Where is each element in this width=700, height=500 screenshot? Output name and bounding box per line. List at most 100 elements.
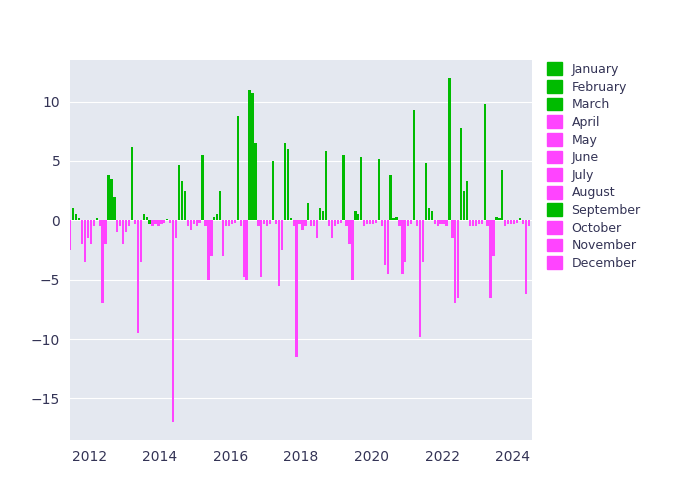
Bar bbox=[349, 220, 351, 244]
Bar bbox=[475, 220, 477, 226]
Bar bbox=[272, 161, 274, 220]
Bar bbox=[146, 217, 148, 220]
Bar bbox=[381, 220, 383, 226]
Bar bbox=[207, 220, 209, 280]
Bar bbox=[204, 220, 206, 226]
Bar bbox=[401, 220, 403, 274]
Bar bbox=[442, 220, 444, 224]
Bar bbox=[96, 218, 98, 220]
Bar bbox=[155, 220, 157, 224]
Bar bbox=[366, 220, 368, 224]
Bar bbox=[416, 220, 418, 226]
Bar bbox=[257, 220, 260, 226]
Bar bbox=[239, 220, 242, 226]
Bar bbox=[322, 211, 324, 220]
Bar bbox=[181, 181, 183, 220]
Bar bbox=[113, 196, 116, 220]
Bar bbox=[248, 90, 251, 220]
Bar bbox=[386, 220, 389, 274]
Bar bbox=[184, 190, 186, 220]
Legend: January, February, March, April, May, June, July, August, September, October, No: January, February, March, April, May, Ju… bbox=[543, 58, 645, 274]
Bar bbox=[116, 220, 118, 232]
Bar bbox=[158, 220, 160, 226]
Bar bbox=[136, 220, 139, 333]
Bar bbox=[148, 220, 150, 224]
Bar bbox=[60, 211, 62, 220]
Bar bbox=[489, 220, 491, 298]
Bar bbox=[107, 175, 110, 220]
Bar bbox=[119, 220, 121, 226]
Bar bbox=[437, 220, 439, 226]
Bar bbox=[195, 220, 198, 226]
Bar bbox=[316, 220, 318, 238]
Bar bbox=[263, 220, 265, 224]
Bar bbox=[319, 208, 321, 220]
Bar bbox=[393, 218, 395, 220]
Bar bbox=[131, 146, 133, 220]
Bar bbox=[334, 220, 336, 226]
Bar bbox=[384, 220, 386, 266]
Bar bbox=[92, 220, 95, 226]
Bar bbox=[454, 220, 456, 304]
Bar bbox=[498, 218, 500, 220]
Bar bbox=[66, 220, 69, 351]
Bar bbox=[90, 220, 92, 244]
Bar bbox=[78, 218, 80, 220]
Bar bbox=[251, 93, 253, 220]
Bar bbox=[522, 220, 524, 224]
Bar bbox=[528, 220, 530, 226]
Bar bbox=[513, 220, 515, 224]
Bar bbox=[199, 220, 201, 222]
Bar bbox=[102, 220, 104, 304]
Bar bbox=[69, 220, 71, 250]
Bar bbox=[63, 220, 66, 224]
Bar bbox=[214, 217, 216, 220]
Bar bbox=[448, 78, 451, 221]
Bar bbox=[219, 190, 221, 220]
Bar bbox=[328, 220, 330, 226]
Bar bbox=[122, 220, 125, 244]
Bar bbox=[389, 175, 392, 220]
Bar bbox=[81, 220, 83, 244]
Bar bbox=[40, 104, 42, 220]
Bar bbox=[55, 220, 57, 226]
Bar bbox=[125, 220, 127, 232]
Bar bbox=[330, 220, 333, 238]
Bar bbox=[87, 220, 89, 238]
Bar bbox=[99, 220, 101, 226]
Bar bbox=[193, 220, 195, 224]
Bar bbox=[228, 220, 230, 226]
Bar bbox=[284, 143, 286, 220]
Bar bbox=[57, 220, 60, 232]
Bar bbox=[260, 220, 262, 278]
Bar bbox=[237, 116, 239, 220]
Bar bbox=[372, 220, 375, 224]
Bar bbox=[143, 214, 145, 220]
Bar bbox=[410, 220, 412, 224]
Bar bbox=[202, 155, 204, 220]
Bar bbox=[172, 220, 174, 422]
Bar bbox=[422, 220, 424, 262]
Bar bbox=[428, 208, 430, 220]
Bar bbox=[413, 110, 415, 220]
Bar bbox=[342, 155, 345, 220]
Bar bbox=[457, 220, 459, 298]
Bar bbox=[210, 220, 213, 256]
Bar bbox=[484, 104, 486, 220]
Bar bbox=[254, 143, 257, 220]
Bar bbox=[460, 128, 462, 220]
Bar bbox=[231, 220, 233, 224]
Bar bbox=[466, 181, 468, 220]
Bar bbox=[354, 211, 356, 220]
Bar bbox=[163, 220, 165, 222]
Bar bbox=[419, 220, 421, 336]
Bar bbox=[151, 220, 154, 226]
Bar bbox=[395, 217, 398, 220]
Bar bbox=[286, 149, 289, 220]
Bar bbox=[281, 220, 283, 250]
Bar bbox=[216, 214, 218, 220]
Bar bbox=[325, 152, 327, 220]
Bar bbox=[404, 220, 407, 262]
Bar bbox=[472, 220, 474, 226]
Bar bbox=[304, 220, 307, 226]
